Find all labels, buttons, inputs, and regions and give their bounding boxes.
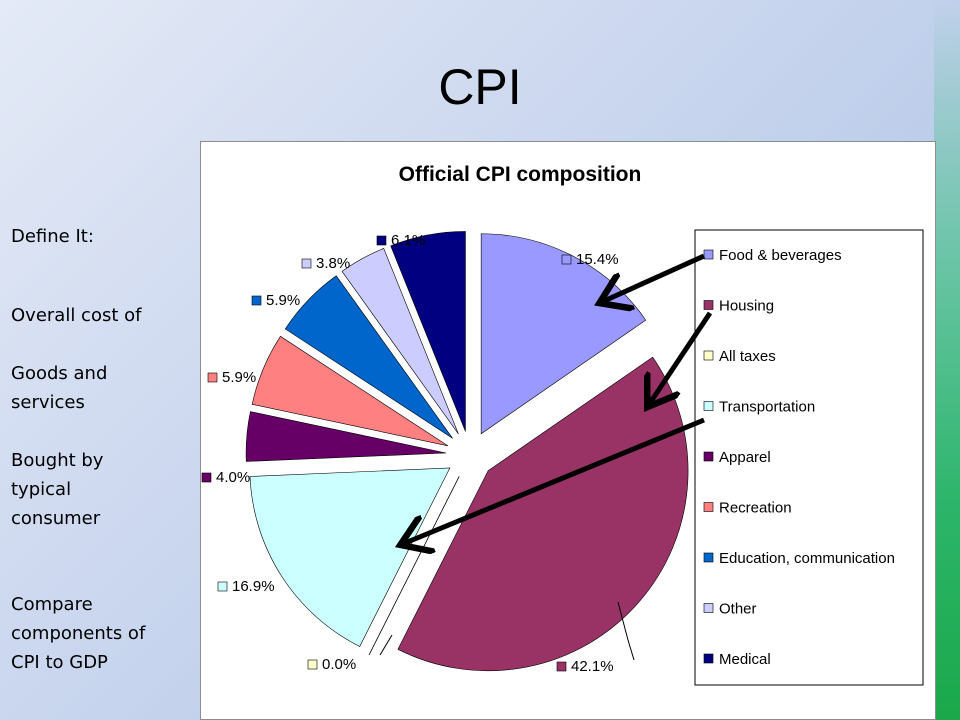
decorative-strip	[934, 0, 960, 720]
data-label-swatch-medical	[376, 235, 387, 246]
legend-item-recreation: Recreation	[719, 500, 792, 517]
legend-item-education-communication: Education, communication	[719, 550, 895, 567]
arrow-to-food	[604, 253, 706, 301]
legend-item-medical: Medical	[719, 651, 771, 668]
side-text-overall-cost: Overall cost of	[11, 305, 142, 326]
pie-slice-other	[341, 248, 459, 435]
slide-title: CPI	[438, 59, 522, 115]
data-label-swatch-food-beverages	[561, 254, 572, 265]
leader-line-all-taxes	[379, 634, 393, 656]
pie-slice-housing	[397, 356, 689, 672]
data-label-housing: 42.1%	[571, 658, 614, 675]
pie-slice-medical	[390, 231, 466, 432]
legend-swatch-recreation	[703, 502, 714, 512]
arrow-to-transportation	[405, 417, 705, 543]
side-text-goods: Goods and services	[11, 363, 108, 413]
data-label-food-beverages: 15.4%	[576, 251, 619, 268]
legend-swatch-education-communication	[703, 552, 714, 563]
data-label-all-taxes: 0.0%	[322, 656, 356, 673]
pie-slice-education-communication	[284, 275, 453, 439]
legend-swatch-other	[703, 603, 714, 613]
data-label-transportation: 16.9%	[232, 578, 275, 595]
legend-swatch-transportation	[703, 401, 714, 411]
legend-box	[694, 229, 924, 686]
data-label-medical: 6.1%	[391, 232, 425, 249]
legend-item-all-taxes: All taxes	[719, 348, 776, 365]
data-label-education-communication: 5.9%	[266, 292, 300, 309]
data-label-swatch-transportation	[217, 581, 228, 592]
legend-swatch-all-taxes	[703, 350, 714, 361]
pie-slice-apparel	[245, 411, 447, 462]
leader-line-housing	[617, 601, 635, 661]
legend-swatch-medical	[703, 653, 714, 664]
legend-item-food-beverages: Food & beverages	[719, 247, 842, 264]
data-label-swatch-education-communication	[251, 295, 262, 306]
legend-item-other: Other	[719, 601, 757, 618]
pie-slice-recreation	[251, 335, 449, 447]
side-text-define: Define It:	[11, 226, 94, 247]
data-label-swatch-recreation	[207, 372, 218, 383]
chart-title: Official CPI composition	[398, 163, 642, 186]
data-label-swatch-all-taxes	[307, 659, 318, 670]
legend-item-housing: Housing	[719, 298, 774, 315]
data-label-apparel: 4.0%	[216, 469, 250, 486]
data-label-recreation: 5.9%	[222, 369, 256, 386]
side-text-bought: Bought by typical consumer	[11, 450, 104, 529]
legend-swatch-apparel	[703, 451, 714, 462]
legend-item-transportation: Transportation	[719, 399, 815, 416]
data-label-swatch-housing	[556, 661, 567, 672]
legend-swatch-housing	[703, 300, 714, 310]
data-label-other: 3.8%	[316, 255, 350, 272]
pie-slice-transportation	[249, 467, 451, 647]
data-label-swatch-apparel	[201, 472, 212, 483]
pie-slice-all-taxes	[368, 476, 460, 656]
legend-item-apparel: Apparel	[719, 449, 771, 466]
arrow-to-housing	[650, 311, 713, 403]
legend-swatch-food-beverages	[703, 249, 714, 260]
data-label-swatch-other	[301, 258, 312, 269]
side-text-compare: Compare components of CPI to GDP	[11, 594, 146, 673]
